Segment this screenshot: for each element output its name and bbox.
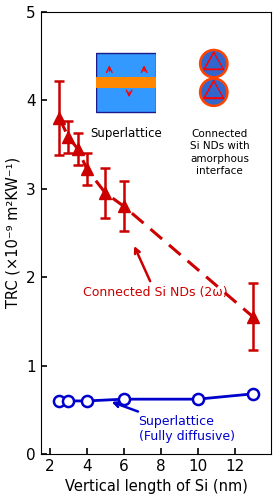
Text: Connected Si NDs (2ω): Connected Si NDs (2ω) [83, 248, 228, 300]
Y-axis label: TRC (×10⁻⁹ m²KW⁻¹): TRC (×10⁻⁹ m²KW⁻¹) [6, 157, 20, 308]
Text: Connected
Si NDs with
amorphous
interface: Connected Si NDs with amorphous interfac… [190, 129, 249, 176]
Text: Superlattice: Superlattice [90, 126, 162, 140]
Text: Superlattice
(Fully diffusive): Superlattice (Fully diffusive) [114, 402, 235, 443]
X-axis label: Vertical length of Si (nm): Vertical length of Si (nm) [65, 480, 248, 494]
